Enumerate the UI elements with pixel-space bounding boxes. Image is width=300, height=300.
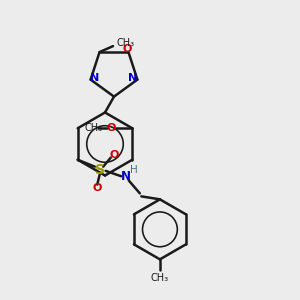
Text: CH₃: CH₃ bbox=[116, 38, 134, 48]
Text: N: N bbox=[91, 73, 100, 83]
Text: S: S bbox=[95, 163, 105, 177]
Text: O: O bbox=[92, 183, 102, 193]
Text: O: O bbox=[122, 44, 132, 54]
Text: CH₃: CH₃ bbox=[151, 274, 169, 284]
Text: O: O bbox=[109, 150, 118, 160]
Text: H: H bbox=[130, 165, 138, 175]
Text: CH₃: CH₃ bbox=[84, 123, 102, 133]
Text: N: N bbox=[128, 73, 137, 83]
Text: O: O bbox=[106, 123, 116, 133]
Text: N: N bbox=[121, 170, 131, 183]
